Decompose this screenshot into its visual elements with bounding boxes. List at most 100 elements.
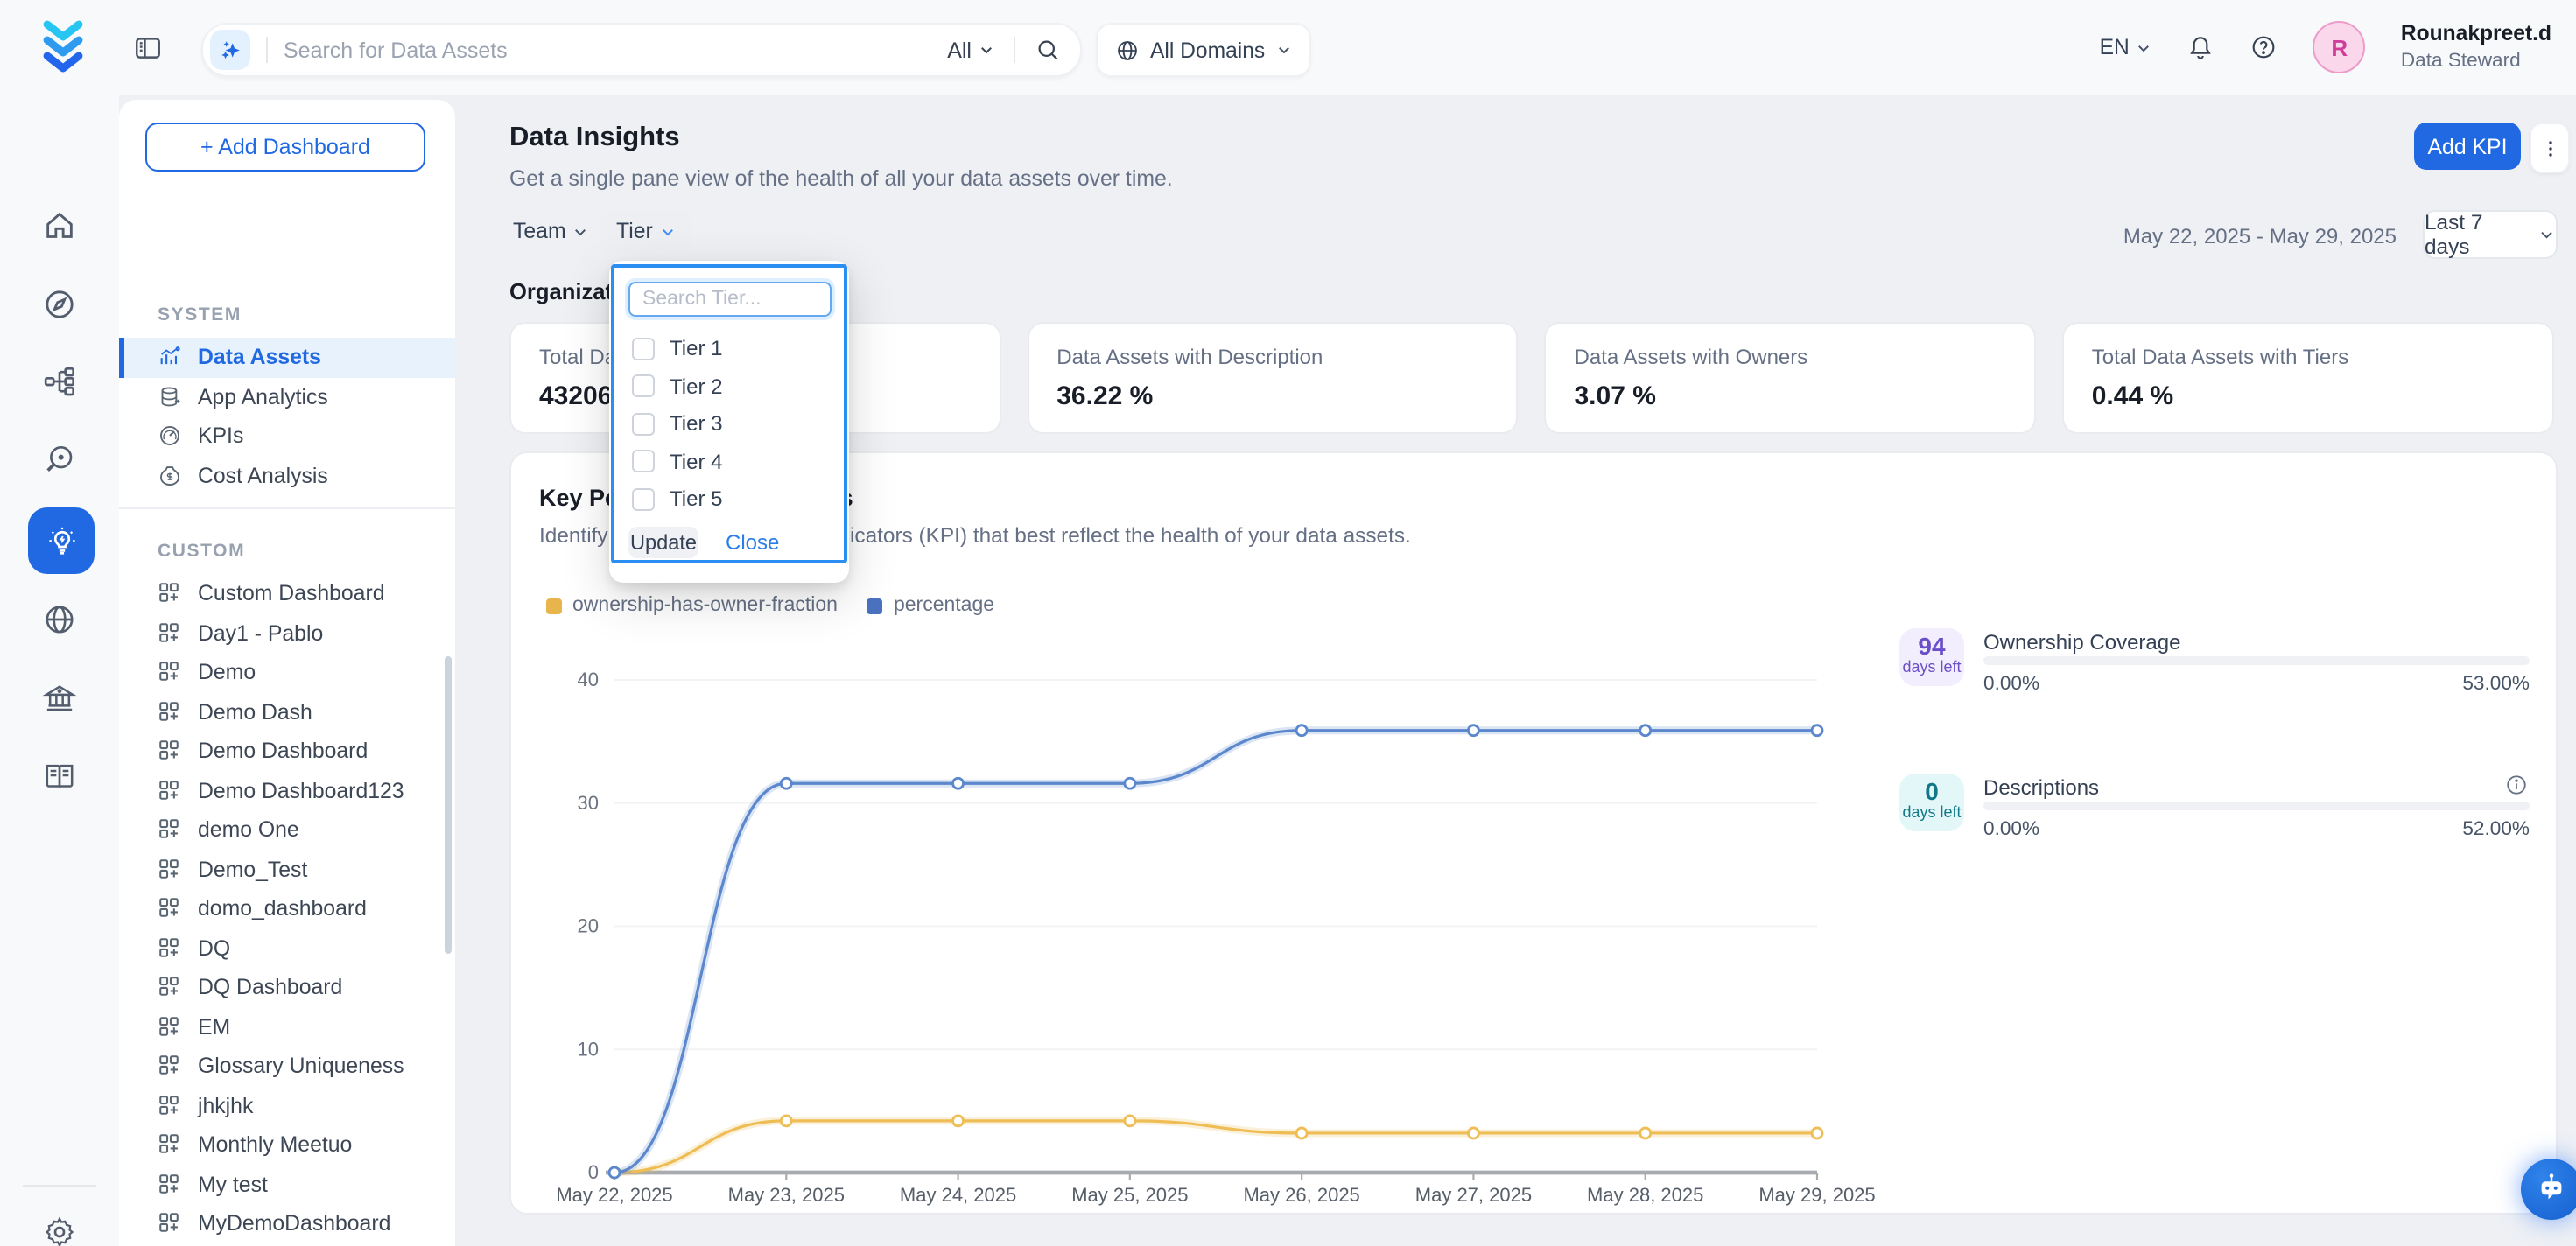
sidebar-item-my-test[interactable]: My test — [119, 1165, 455, 1204]
svg-text:10: 10 — [578, 1038, 599, 1060]
card-label: Data Assets with Owners — [1574, 345, 1808, 369]
user-avatar[interactable]: R — [2313, 21, 2366, 74]
checkbox-unchecked[interactable] — [631, 337, 654, 360]
checkbox-unchecked[interactable] — [631, 374, 654, 398]
tier-update-button[interactable]: Update — [628, 526, 698, 557]
home-icon[interactable] — [42, 208, 77, 243]
chevron-down-icon — [2542, 231, 2553, 239]
sidebar-item-mydemodashboard[interactable]: MyDemoDashboard — [119, 1204, 455, 1243]
goal-title: Ownership Coverage — [1983, 630, 2181, 654]
glossary-book-icon[interactable] — [42, 758, 77, 793]
system-section-label: SYSTEM — [158, 304, 242, 326]
sidebar-item-dq-dashboard[interactable]: DQ Dashboard — [119, 968, 455, 1007]
sidebar-item-data-assets[interactable]: Data Assets — [119, 338, 455, 377]
card-value: 0.44 % — [2091, 382, 2174, 411]
sidebar-item-demo-one[interactable]: demo One — [119, 810, 455, 850]
sidebar-item-app-analytics[interactable]: App Analytics — [119, 377, 455, 416]
sidebar-item-label: App Analytics — [198, 384, 328, 410]
legend-item-ownership-has-owner-fraction[interactable]: ownership-has-owner-fraction — [546, 595, 838, 616]
search-scope-dropdown[interactable]: All — [947, 38, 998, 62]
dashboard-icon — [158, 897, 182, 921]
legend-swatch — [546, 598, 562, 613]
tier-option-tier-2[interactable]: Tier 2 — [614, 368, 844, 405]
goal-progress-bar — [1983, 802, 2530, 810]
kpi-chart-card: Key Performance Indicators Identify the … — [509, 452, 2557, 1214]
help-icon[interactable] — [2250, 33, 2278, 61]
sidebar-item-label: Day1 - Pablo — [198, 620, 324, 646]
chat-assistant-button[interactable] — [2521, 1158, 2576, 1220]
sidebar-item-monthly-meetuo[interactable]: Monthly Meetuo — [119, 1125, 455, 1165]
settings-gear-icon[interactable] — [42, 1214, 77, 1246]
user-menu[interactable]: Rounakpreet.d Data Steward — [2401, 22, 2551, 74]
divider — [119, 508, 455, 509]
dashboard-icon — [158, 739, 182, 764]
search-icon[interactable] — [1035, 37, 1061, 63]
sidebar-item-glossary-uniqueness[interactable]: Glossary Uniqueness — [119, 1046, 455, 1086]
sidebar-item-label: Cost Analysis — [198, 463, 328, 488]
insights-nav-active[interactable] — [28, 508, 95, 574]
svg-text:May 27, 2025: May 27, 2025 — [1415, 1184, 1532, 1206]
card-value: 3.07 % — [1574, 382, 1656, 411]
govern-bank-icon[interactable] — [42, 681, 77, 716]
sidebar-item-kpis[interactable]: KPIs — [119, 416, 455, 456]
sidebar-item-demo-test[interactable]: Demo_Test — [119, 850, 455, 889]
tier-option-tier-4[interactable]: Tier 4 — [614, 443, 844, 480]
sidebar-toggle-icon[interactable] — [133, 33, 163, 63]
sidebar-item-dq[interactable]: DQ — [119, 928, 455, 968]
dashboard-icon — [158, 779, 182, 803]
domains-dropdown[interactable]: All Domains — [1096, 23, 1311, 77]
checkbox-unchecked[interactable] — [631, 450, 654, 473]
tier-search-input[interactable] — [628, 281, 832, 316]
legend-item-percentage[interactable]: percentage — [867, 595, 994, 616]
chevron-down-icon — [981, 47, 992, 54]
date-preset-dropdown[interactable]: Last 7 days — [2423, 210, 2558, 259]
card-label: Data Assets with Description — [1056, 345, 1323, 369]
checkbox-unchecked[interactable] — [631, 412, 654, 436]
kebab-menu-icon — [2548, 140, 2551, 156]
sidebar-item-demo-dashboard[interactable]: Demo Dashboard — [119, 732, 455, 771]
sidebar-item-demo-dash[interactable]: Demo Dash — [119, 692, 455, 732]
dashboard-icon — [158, 1212, 182, 1236]
add-kpi-button[interactable]: Add KPI — [2414, 122, 2521, 170]
sidebar-item-custom-dashboard[interactable]: Custom Dashboard — [119, 574, 455, 613]
tier-option-label: Tier 1 — [670, 336, 723, 361]
chart-legend: ownership-has-owner-fraction percentage — [546, 595, 994, 616]
sidebar-item-em[interactable]: EM — [119, 1007, 455, 1046]
lineage-network-icon[interactable] — [42, 364, 77, 399]
card-value: 43206 — [539, 382, 613, 411]
add-dashboard-button[interactable]: + Add Dashboard — [145, 122, 425, 172]
team-filter-dropdown[interactable]: Team — [513, 219, 589, 243]
dashboard-icon — [158, 976, 182, 1000]
sidebar-item-domo-dashboard[interactable]: domo_dashboard — [119, 889, 455, 928]
more-options-button[interactable] — [2530, 122, 2570, 173]
notifications-bell-icon[interactable] — [2187, 33, 2215, 61]
chart-icon — [158, 346, 182, 370]
ai-sparkles-icon[interactable] — [210, 30, 250, 70]
explore-compass-icon[interactable] — [42, 287, 77, 322]
tier-option-tier-3[interactable]: Tier 3 — [614, 405, 844, 443]
svg-text:May 24, 2025: May 24, 2025 — [900, 1184, 1016, 1206]
sidebar-item-label: jhkjhk — [198, 1093, 254, 1118]
sidebar-item-jhkjhk[interactable]: jhkjhk — [119, 1086, 455, 1125]
top-navbar: Search for Data Assets All All Domains E… — [0, 0, 2576, 94]
tier-option-tier-5[interactable]: Tier 5 — [614, 480, 844, 518]
tier-close-link[interactable]: Close — [726, 529, 780, 554]
info-icon[interactable] — [2505, 774, 2528, 796]
tier-filter-dropdown[interactable]: Tier — [600, 210, 691, 252]
sidebar-item-demo-dashboard123[interactable]: Demo Dashboard123 — [119, 771, 455, 810]
sidebar-scrollbar[interactable] — [444, 656, 451, 954]
checkbox-unchecked[interactable] — [631, 487, 654, 511]
tier-option-tier-1[interactable]: Tier 1 — [614, 330, 844, 368]
sidebar-item-label: Data Assets — [198, 345, 321, 370]
sidebar-item-demo[interactable]: Demo — [119, 653, 455, 692]
system-nav-list: Data Assets App Analytics KPIs Cost Analysi… — [119, 338, 455, 495]
summary-card-data-assets-with-description: Data Assets with Description 36.22 % — [1027, 322, 1519, 434]
global-search-input[interactable]: Search for Data Assets All — [201, 23, 1082, 77]
language-dropdown[interactable]: EN — [2100, 35, 2152, 60]
divider — [23, 1185, 96, 1186]
domains-globe-icon[interactable] — [42, 602, 77, 637]
sidebar-item-cost-analysis[interactable]: Cost Analysis — [119, 456, 455, 495]
observability-icon[interactable] — [42, 443, 77, 478]
sidebar-item-day1-pablo[interactable]: Day1 - Pablo — [119, 613, 455, 653]
kpi-line-chart: 0 10 20 30 40 May 22, 2025 May 23, 2025 May 24,… — [556, 668, 1875, 1206]
